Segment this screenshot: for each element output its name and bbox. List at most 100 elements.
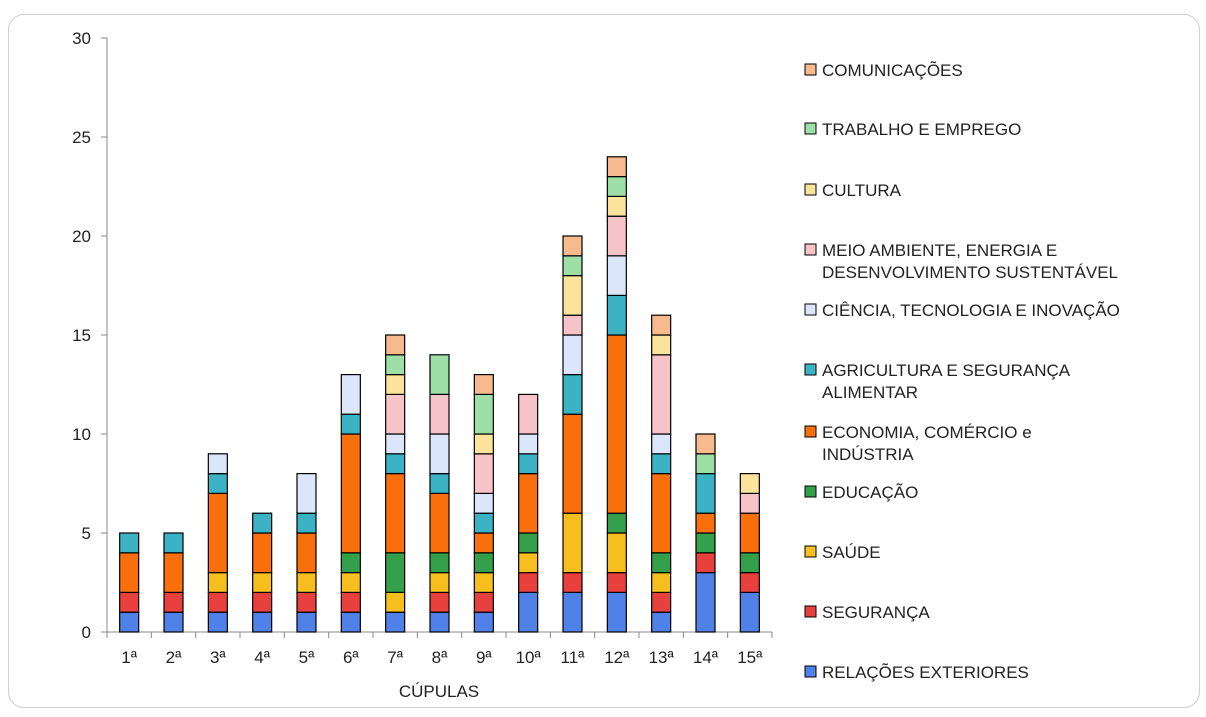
y-tick-label: 20 [72, 227, 91, 246]
bar-segment [473, 611, 494, 633]
bar-segment [207, 571, 228, 593]
bar-segment [518, 473, 539, 534]
bar-segment [518, 571, 539, 593]
bar-segment [340, 571, 361, 593]
legend-label: MEIO AMBIENTE, ENERGIA E [822, 241, 1057, 260]
bar-segment [562, 374, 583, 415]
bar-segment [606, 195, 627, 217]
bar-segment [562, 591, 583, 633]
bar-segment [651, 314, 672, 336]
bar-segment [562, 275, 583, 316]
bar-segment [473, 512, 494, 534]
legend-label: SEGURANÇA [822, 603, 930, 622]
bar-segment [163, 532, 184, 554]
bar-segment [606, 156, 627, 178]
bar-segment [651, 453, 672, 475]
legend-label: CULTURA [822, 181, 902, 200]
y-tick-label: 30 [72, 29, 91, 48]
x-tick-label: 9ª [476, 648, 492, 667]
bar-segment [207, 611, 228, 633]
legend-swatch [804, 303, 817, 316]
bar-segment [651, 433, 672, 455]
x-tick-label: 8ª [432, 648, 448, 667]
legend-swatch [804, 122, 817, 135]
legend-swatch [804, 485, 817, 498]
bar-segment [429, 552, 450, 574]
bar-segment [207, 591, 228, 613]
bar-segment [606, 512, 627, 534]
bar-segment [739, 512, 760, 554]
bar-segment [695, 473, 716, 514]
y-tick-label: 10 [72, 425, 91, 444]
bar-segment [651, 591, 672, 613]
bar-segment [296, 591, 317, 613]
bar-segment [119, 552, 140, 593]
legend-swatch [804, 363, 817, 376]
x-tick-label: 14ª [693, 648, 719, 667]
x-tick-label: 7ª [387, 648, 403, 667]
bar-segment [385, 453, 406, 475]
bar-segment [562, 512, 583, 574]
bar-segment [385, 334, 406, 356]
bar-segment [429, 492, 450, 554]
bar-segment [651, 473, 672, 554]
bar-segment [606, 571, 627, 593]
y-tick-label: 15 [72, 326, 91, 345]
bar-segment [606, 176, 627, 198]
bar-segment [739, 591, 760, 633]
bar-segment [518, 433, 539, 455]
legend-swatch [804, 665, 817, 678]
bar-segment [340, 413, 361, 435]
bar-segment [518, 453, 539, 475]
bar-segment [695, 571, 716, 633]
bar-segment [473, 433, 494, 455]
bar-segment [429, 393, 450, 435]
bar-segment [651, 571, 672, 593]
bar-segment [695, 532, 716, 554]
bar-segment [473, 492, 494, 514]
bar-segment [473, 571, 494, 593]
bar-segment [119, 591, 140, 613]
x-tick-label: 10ª [516, 648, 542, 667]
x-tick-label: 5ª [299, 648, 315, 667]
bar-segment [739, 571, 760, 593]
legend-label: COMUNICAÇÕES [822, 61, 963, 80]
bar-segment [473, 374, 494, 396]
bar-segment [562, 255, 583, 277]
bar-segment [518, 393, 539, 435]
bar-segment [518, 532, 539, 554]
bar-segment [296, 532, 317, 574]
legend-swatch [804, 605, 817, 618]
bar-segment [252, 532, 273, 574]
x-axis-title: CÚPULAS [399, 682, 479, 701]
legend-label: INDÚSTRIA [822, 445, 914, 464]
legend-label: SAÚDE [822, 543, 881, 562]
bar-segment [429, 611, 450, 633]
bar-segment [473, 532, 494, 554]
bar-segment [340, 374, 361, 415]
bar-segment [473, 591, 494, 613]
x-tick-label: 12ª [604, 648, 630, 667]
bar-segment [296, 571, 317, 593]
bar-segment [252, 512, 273, 534]
bar-segment [651, 334, 672, 356]
bar-segment [562, 571, 583, 593]
legend-label: DESENVOLVIMENTO SUSTENTÁVEL [822, 263, 1118, 282]
bar-segment [739, 552, 760, 574]
bar-segment [695, 552, 716, 574]
bar-segment [429, 473, 450, 495]
bar-segment [695, 433, 716, 455]
bar-segment [296, 512, 317, 534]
legend-swatch [804, 183, 817, 196]
bar-segment [606, 591, 627, 633]
x-tick-label: 2ª [166, 648, 182, 667]
legend-swatch [804, 243, 817, 256]
bar-segment [606, 255, 627, 297]
bar-segment [518, 591, 539, 633]
legend: COMUNICAÇÕES TRABALHO E EMPREGO CULTURA MEI… [804, 61, 1120, 682]
bar-segment [340, 611, 361, 633]
bar-segment [252, 571, 273, 593]
bar-segment [562, 235, 583, 257]
bar-segment [429, 591, 450, 613]
